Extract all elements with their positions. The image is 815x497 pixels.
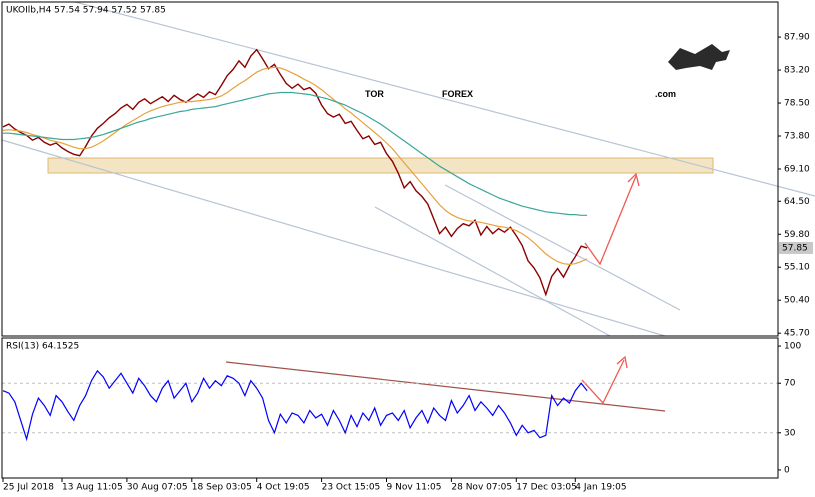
trend-line	[444, 184, 681, 311]
rsi-title: RSI(13) 64.1525	[6, 342, 79, 352]
price-title: UKOIlb,H4 57.54 57.94 57.52 57.85	[6, 6, 166, 16]
y-tick-label: 50.40	[784, 296, 810, 306]
x-tick-label: 18 Sep 03:05	[192, 483, 252, 493]
x-tick-label: 25 Jul 2018	[3, 483, 54, 493]
resistance-zone	[47, 157, 714, 174]
x-tick-label: 9 Nov 11:05	[387, 483, 442, 493]
trend-line	[1, 139, 666, 337]
logo-com: .com	[655, 89, 676, 99]
y-tick-label: 83.20	[784, 66, 810, 76]
y-tick-label: 55.10	[784, 263, 810, 273]
y-tick-label: 87.90	[784, 33, 810, 43]
series-line	[2, 66, 588, 266]
x-tick-label: 28 Nov 07:05	[451, 483, 512, 493]
plot	[2, 48, 778, 442]
logo-bull	[668, 44, 730, 70]
trend-lines	[1, 1, 815, 337]
y-tick-label: 100	[784, 342, 801, 352]
series-line	[3, 91, 588, 216]
y-tick-label: 69.10	[784, 165, 810, 175]
trend-line	[374, 206, 611, 337]
arrow-path	[584, 175, 637, 266]
trend-line	[74, 1, 815, 197]
x-tick-label: 13 Aug 11:05	[62, 483, 123, 493]
x-tick-label: 17 Dec 03:05	[516, 483, 577, 493]
arrow-path	[581, 359, 625, 405]
logo-forex: FOREX	[442, 89, 473, 99]
y-tick-label: 0	[784, 465, 790, 475]
current-price-label: 57.85	[782, 243, 808, 253]
series-line	[2, 369, 588, 442]
x-tick-label: 4 Oct 19:05	[257, 483, 310, 493]
y-tick-label: 73.80	[784, 132, 810, 142]
y-tick-label: 59.80	[784, 230, 810, 240]
logo-tor: TOR	[365, 89, 384, 99]
current-price-box	[779, 241, 813, 254]
arrow-head	[627, 172, 640, 187]
rsi-trend-line	[225, 361, 666, 412]
y-tick-label: 64.50	[784, 197, 810, 207]
x-tick-label: 23 Oct 15:05	[322, 483, 381, 493]
arrow-head	[616, 355, 628, 369]
rsi-panel-frame	[1, 337, 779, 479]
x-tick-label: 4 Jan 19:05	[575, 483, 626, 493]
y-tick-label: 30	[784, 428, 796, 438]
series-line	[2, 48, 588, 297]
y-tick-label: 45.70	[784, 329, 810, 339]
y-tick-label: 78.50	[784, 99, 810, 109]
logo: TOR FOREX .com	[365, 44, 730, 99]
forecast-arrow	[581, 172, 640, 405]
y-tick-label: 70	[784, 379, 796, 389]
x-tick-label: 30 Aug 07:05	[127, 483, 188, 493]
